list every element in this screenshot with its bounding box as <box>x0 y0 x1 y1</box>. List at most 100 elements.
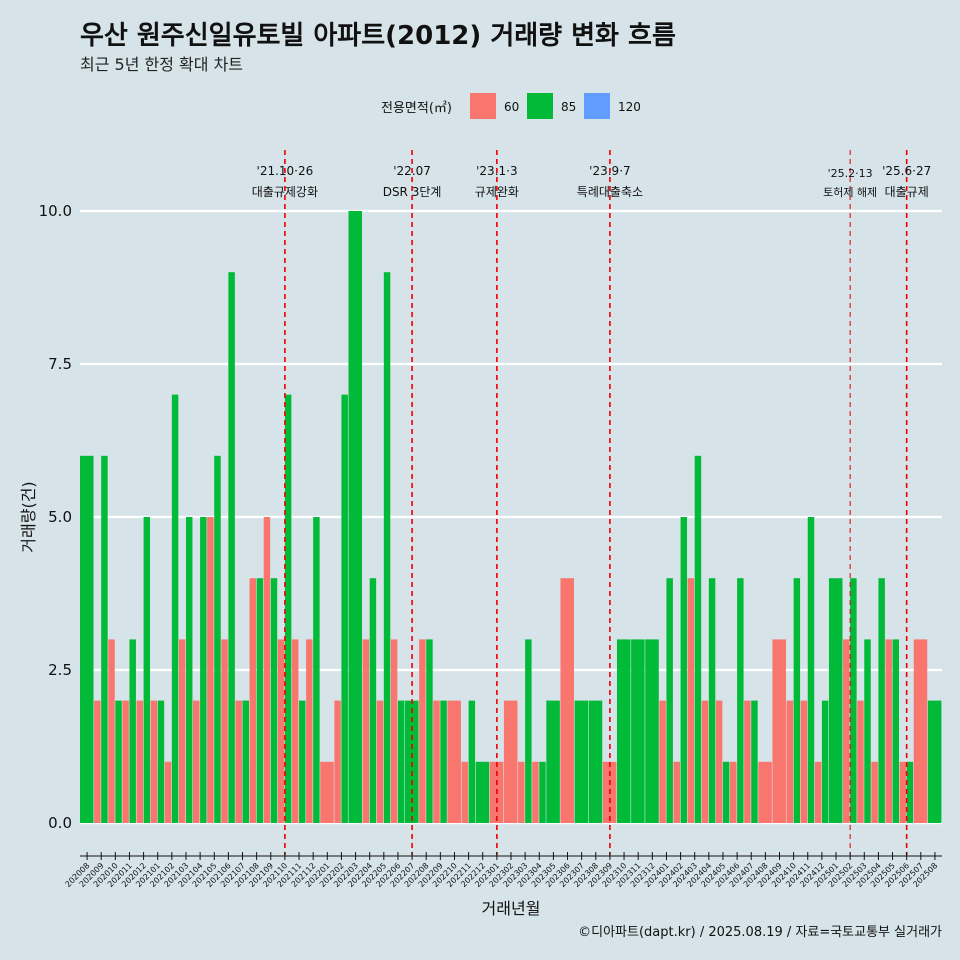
bar <box>892 639 900 823</box>
bar <box>228 272 235 823</box>
bar <box>178 639 186 823</box>
bar <box>645 639 659 823</box>
legend-swatch <box>527 93 553 119</box>
bar <box>751 700 758 823</box>
bar <box>221 639 228 823</box>
chart-title: 우산 원주신일유토빌 아파트(2012) 거래량 변화 흐름 <box>80 21 676 51</box>
bar <box>906 761 914 823</box>
bar <box>207 517 214 823</box>
bar <box>426 639 433 823</box>
bar <box>503 700 518 823</box>
bar <box>659 700 666 823</box>
y-tick-label: 7.5 <box>48 355 72 373</box>
legend-label: 85 <box>561 100 576 114</box>
bar <box>843 639 850 823</box>
bar <box>80 455 94 823</box>
bar <box>277 639 285 823</box>
event-label: 규제완화 <box>475 185 519 199</box>
legend-label: 120 <box>618 100 641 114</box>
bar <box>850 578 857 823</box>
bar <box>362 639 370 823</box>
legend: 전용면적(㎡) 60 85 120 <box>381 93 641 119</box>
y-tick-label: 10.0 <box>39 202 72 220</box>
bar <box>786 700 794 823</box>
bar <box>299 700 306 823</box>
y-tick-label: 5.0 <box>48 508 72 526</box>
bar <box>560 578 574 823</box>
legend-title: 전용면적(㎡) <box>381 101 452 116</box>
y-tick-label: 0.0 <box>48 814 72 832</box>
bar <box>539 761 546 823</box>
bar <box>468 700 476 823</box>
bar <box>256 578 264 823</box>
chart-subtitle: 최근 5년 한정 확대 차트 <box>80 55 243 74</box>
bar <box>475 761 490 823</box>
bar <box>885 639 892 823</box>
bar <box>270 578 278 823</box>
bar <box>185 517 193 823</box>
bar <box>235 700 242 823</box>
bar <box>927 700 942 823</box>
bar <box>320 761 334 823</box>
bar <box>913 639 928 823</box>
bar <box>136 700 143 823</box>
bar <box>157 700 165 823</box>
event-date: '23.9·7 <box>589 164 630 178</box>
bar <box>814 761 822 823</box>
bar <box>369 578 377 823</box>
bar <box>518 761 525 823</box>
bar <box>807 517 815 823</box>
bar <box>249 578 257 823</box>
bar <box>532 761 539 823</box>
bar <box>94 700 101 823</box>
y-tick-label: 2.5 <box>48 661 72 679</box>
event-date: '23.1·3 <box>476 164 517 178</box>
bar <box>313 517 320 823</box>
bar <box>525 639 532 823</box>
bar <box>461 761 469 823</box>
event-label: 토허제 해제 <box>823 185 877 199</box>
bar <box>108 639 115 823</box>
event-label: 특례대출축소 <box>577 185 643 199</box>
legend-swatch <box>470 93 496 119</box>
bar <box>419 639 426 823</box>
bar <box>871 761 878 823</box>
event-date: '25.6·27 <box>882 164 931 178</box>
bar <box>744 700 751 823</box>
bar <box>715 700 723 823</box>
bar <box>828 578 843 823</box>
event-date: '22.07 <box>393 164 431 178</box>
bar <box>878 578 885 823</box>
bar <box>341 394 348 823</box>
bar <box>440 700 447 823</box>
bar <box>864 639 871 823</box>
bar <box>546 700 560 823</box>
bar <box>772 639 786 823</box>
bar <box>666 578 673 823</box>
bar <box>193 700 200 823</box>
bar <box>722 761 730 823</box>
event-label: 대출규제 <box>885 185 929 199</box>
bar <box>737 578 744 823</box>
bar <box>214 455 221 823</box>
bar <box>164 761 172 823</box>
event-label: DSR 3단계 <box>383 185 442 199</box>
bar <box>405 700 419 823</box>
event-date: '25.2·13 <box>828 167 873 180</box>
bar <box>115 700 122 823</box>
bar <box>263 517 271 823</box>
event-label: 대출규제강화 <box>252 185 318 199</box>
bar <box>821 700 829 823</box>
bar <box>616 639 631 823</box>
bar <box>447 700 461 823</box>
bar <box>687 578 695 823</box>
bar <box>284 394 292 823</box>
bar <box>397 700 405 823</box>
bar <box>708 578 716 823</box>
bar <box>793 578 801 823</box>
bar <box>588 700 603 823</box>
bar <box>680 517 688 823</box>
bar <box>899 761 907 823</box>
bar <box>348 211 363 823</box>
bar <box>701 700 709 823</box>
